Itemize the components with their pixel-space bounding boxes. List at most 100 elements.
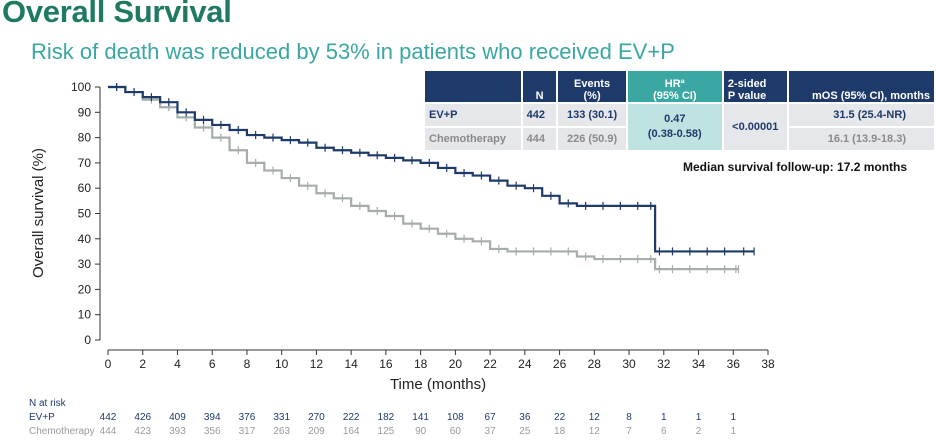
- x-tick-label: 38: [761, 357, 775, 371]
- x-tick-label: 20: [449, 357, 463, 371]
- header-line: P value: [727, 90, 767, 102]
- events-value: 133 (30.1): [558, 104, 626, 126]
- risk-value: 22: [554, 412, 566, 423]
- mos-value: 31.5 (25.4-NR): [788, 104, 934, 126]
- x-tick-label: 0: [105, 357, 112, 371]
- x-tick-label: 22: [483, 357, 497, 371]
- risk-value: 426: [134, 412, 152, 423]
- risk-value: 263: [273, 426, 291, 437]
- risk-table-label: N at risk: [29, 398, 66, 409]
- x-tick-label: 4: [174, 357, 181, 371]
- header-mos: mOS (95% CI), months: [788, 71, 934, 102]
- followup-note: Median survival follow-up: 17.2 months: [683, 160, 908, 174]
- risk-value: 6: [661, 426, 667, 437]
- x-tick-label: 18: [414, 357, 428, 371]
- hr-ci: (0.38-0.58): [647, 128, 702, 140]
- risk-value: 1: [695, 412, 702, 423]
- x-tick-label: 6: [209, 357, 216, 371]
- x-tick-label: 14: [344, 357, 358, 371]
- risk-value: 125: [377, 426, 395, 437]
- y-axis-title: Overall survival (%): [30, 148, 47, 278]
- risk-value: 12: [588, 426, 600, 437]
- risk-value: 8: [626, 412, 632, 423]
- x-tick-label: 36: [727, 357, 741, 371]
- risk-value: 317: [238, 426, 256, 437]
- x-tick-label: 32: [657, 357, 671, 371]
- n-value: 444: [522, 128, 557, 150]
- risk-value: 2: [695, 426, 702, 437]
- risk-value: 7: [626, 426, 632, 437]
- header-hr: HRª (95% CI): [627, 71, 722, 102]
- risk-value: 90: [415, 426, 427, 437]
- header-pvalue: 2-sided P value: [723, 71, 787, 102]
- risk-value: 376: [238, 412, 256, 423]
- risk-value: 37: [484, 426, 496, 437]
- risk-value: 1: [730, 412, 737, 423]
- x-tick-label: 24: [518, 357, 532, 371]
- risk-value: 108: [447, 412, 464, 423]
- risk-value: 209: [308, 426, 325, 437]
- x-tick-label: 2: [139, 357, 146, 371]
- risk-value: 18: [554, 426, 566, 437]
- y-tick-label: 50: [78, 207, 92, 221]
- risk-value: 222: [342, 412, 360, 423]
- survival-curve-evp: [108, 85, 755, 253]
- x-tick-label: 16: [379, 357, 393, 371]
- header-events: Events (%): [558, 71, 626, 102]
- risk-value: 12: [588, 412, 600, 423]
- x-tick-label: 8: [244, 357, 251, 371]
- risk-value: 141: [412, 412, 429, 423]
- risk-value: 442: [99, 412, 117, 423]
- risk-value: 423: [134, 426, 152, 437]
- y-tick-label: 20: [78, 282, 92, 296]
- risk-value: 164: [342, 426, 360, 437]
- y-tick-label: 100: [71, 80, 91, 94]
- risk-value: 60: [449, 426, 461, 437]
- header-line: (95% CI): [653, 90, 697, 102]
- stats-row-evp: EV+P 442 133 (30.1) 0.47 (0.38-0.58) <0.…: [425, 104, 934, 150]
- risk-value: 394: [203, 412, 221, 423]
- x-tick-label: 26: [553, 357, 567, 371]
- risk-value: 356: [203, 426, 221, 437]
- events-value: 226 (50.9): [558, 128, 626, 150]
- page-title: Overall Survival: [2, 0, 232, 29]
- x-axis-title: Time (months): [390, 376, 486, 393]
- arm-label: EV+P: [425, 104, 521, 126]
- x-tick-label: 12: [310, 357, 324, 371]
- hr-value: 0.47 (0.38-0.58): [627, 104, 722, 150]
- mos-value: 16.1 (13.9-18.3): [788, 128, 934, 150]
- p-value: <0.00001: [723, 104, 787, 150]
- header-line: 2-sided: [727, 78, 767, 90]
- x-tick-label: 10: [275, 357, 289, 371]
- y-tick-label: 80: [78, 131, 92, 145]
- header-n: N: [522, 71, 557, 102]
- y-tick-label: 10: [78, 308, 92, 322]
- hr-estimate: 0.47: [664, 113, 686, 125]
- x-tick-label: 28: [588, 357, 602, 371]
- page-subtitle: Risk of death was reduced by 53% in pati…: [31, 39, 675, 64]
- y-tick-label: 40: [78, 232, 92, 246]
- risk-value: 1: [661, 412, 667, 423]
- risk-row-label-chemo: Chemotherapy: [29, 426, 95, 437]
- stats-header-row: N Events (%) HRª (95% CI) 2-sided P value m…: [425, 71, 934, 102]
- risk-value: 25: [519, 426, 531, 437]
- risk-value: 67: [484, 412, 496, 423]
- header-line: Events: [574, 78, 611, 90]
- risk-value: 182: [377, 412, 395, 423]
- x-tick-label: 34: [692, 357, 706, 371]
- risk-value: 1: [730, 426, 737, 437]
- chart-curves: [108, 83, 755, 274]
- y-tick-label: 70: [78, 156, 92, 170]
- risk-row-label-evp: EV+P: [29, 412, 55, 423]
- y-tick-label: 90: [78, 105, 92, 119]
- y-tick-label: 0: [84, 333, 91, 347]
- stats-table: N Events (%) HRª (95% CI) 2-sided P value m…: [423, 69, 936, 152]
- header-line: HRª: [664, 78, 685, 90]
- survival-curve-chemotherapy: [108, 85, 739, 271]
- risk-value: 36: [519, 412, 531, 423]
- risk-value: 270: [308, 412, 325, 423]
- risk-value: 393: [169, 426, 186, 437]
- header-line: (%): [583, 90, 601, 102]
